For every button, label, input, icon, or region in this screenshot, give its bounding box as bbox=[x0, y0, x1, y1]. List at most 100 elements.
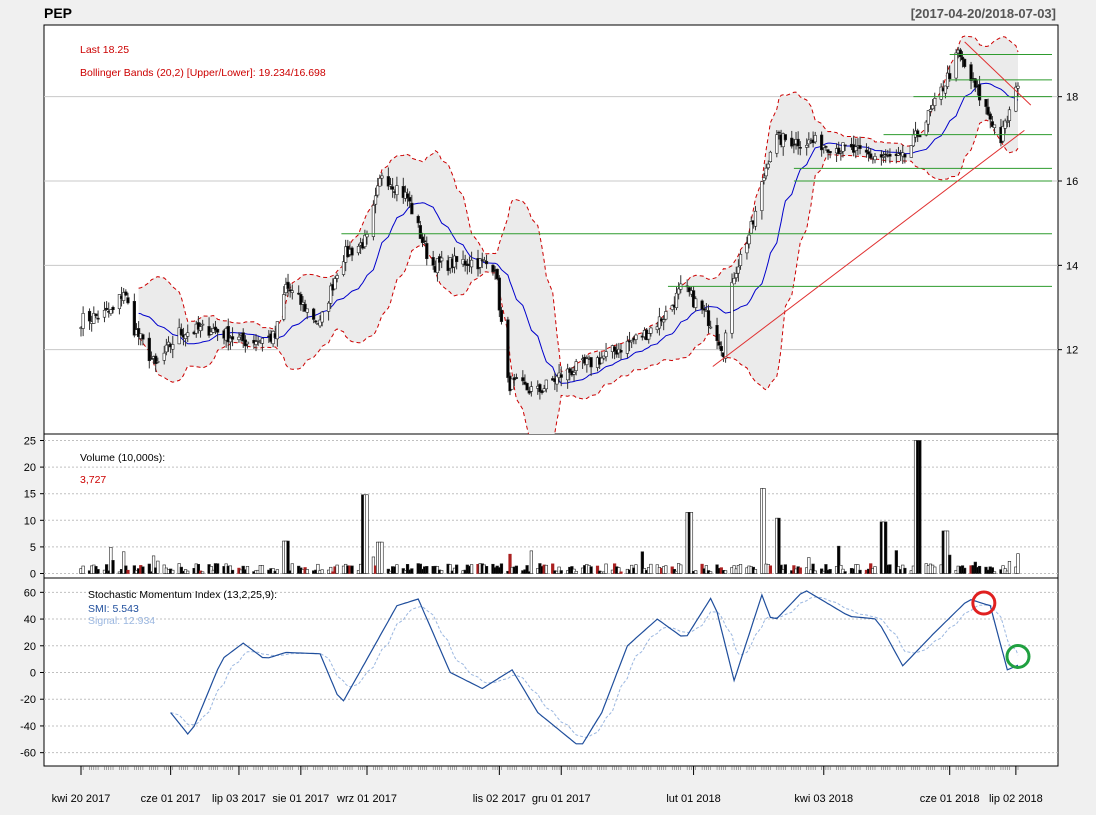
candle-body bbox=[766, 163, 770, 169]
x-tick-label: kwi 03 2018 bbox=[794, 793, 853, 805]
candle-body bbox=[745, 243, 749, 254]
candle-body bbox=[305, 308, 309, 313]
candle-body bbox=[574, 361, 578, 371]
candle-body bbox=[839, 151, 843, 154]
candle-body bbox=[926, 110, 930, 125]
bbands-label: Bollinger Bands (20,2) [Upper/Lower]: 19… bbox=[80, 67, 326, 79]
volume-bar bbox=[469, 564, 474, 574]
candle-body bbox=[612, 346, 617, 352]
chart-date-range: [2017-04-20/2018-07-03] bbox=[911, 6, 1056, 21]
candle-body bbox=[1001, 126, 1005, 142]
volume-bar bbox=[649, 563, 653, 574]
candle-body bbox=[166, 341, 171, 345]
volume-bar bbox=[783, 564, 787, 574]
candle-body bbox=[207, 326, 211, 336]
candle-body bbox=[924, 121, 928, 136]
volume-bar bbox=[595, 565, 600, 574]
candle-body bbox=[290, 290, 294, 293]
candle-body bbox=[241, 332, 245, 342]
volume-y-tick-label: 25 bbox=[24, 436, 36, 448]
candle-body bbox=[674, 292, 679, 309]
volume-bar bbox=[395, 564, 399, 574]
candle-body bbox=[960, 56, 965, 61]
candle-body bbox=[478, 258, 482, 268]
candle-body bbox=[990, 121, 994, 127]
volume-bar bbox=[873, 566, 877, 574]
volume-bar bbox=[837, 545, 841, 574]
candle-body bbox=[824, 146, 828, 148]
volume-bar bbox=[455, 564, 459, 574]
candle-body bbox=[732, 278, 736, 285]
candle-body bbox=[775, 134, 779, 154]
volume-bar bbox=[948, 554, 952, 574]
volume-y-tick-label: 5 bbox=[30, 542, 36, 554]
candle-body bbox=[730, 282, 734, 334]
smi-layer bbox=[170, 590, 1031, 745]
volume-bar bbox=[604, 563, 608, 574]
candle-body bbox=[715, 325, 719, 341]
candle-body bbox=[542, 388, 546, 392]
candle-body bbox=[916, 130, 920, 137]
candle-body bbox=[94, 313, 98, 317]
volume-bar bbox=[990, 567, 994, 574]
volume-bar bbox=[151, 555, 156, 574]
candle-body bbox=[484, 260, 489, 265]
candle-body bbox=[147, 337, 151, 362]
volume-bar bbox=[410, 568, 414, 574]
axis-layer: 12 14 16 18 0 5 10 15 20 25 -60 -40 -20 0 20 40 60 kwi 20… bbox=[20, 92, 1078, 805]
candle-body bbox=[866, 151, 871, 155]
volume-bar bbox=[856, 564, 860, 574]
chart-symbol: PEP bbox=[44, 5, 72, 21]
x-tick-label: lip 03 2017 bbox=[212, 793, 266, 805]
candle-body bbox=[81, 313, 85, 329]
volume-bar bbox=[425, 566, 429, 574]
price-y-tick-label: 18 bbox=[1066, 92, 1078, 104]
candle-body bbox=[619, 349, 623, 353]
candle-body bbox=[499, 309, 504, 322]
candle-body bbox=[111, 306, 115, 311]
candle-body bbox=[196, 322, 200, 330]
candle-body bbox=[790, 137, 794, 147]
candle-body bbox=[87, 310, 92, 322]
volume-bar bbox=[589, 566, 593, 574]
candle-body bbox=[805, 144, 809, 148]
candle-body bbox=[495, 268, 499, 280]
volume-bar bbox=[894, 550, 898, 574]
smi-y-tick-label: -40 bbox=[20, 721, 36, 733]
candle-body bbox=[380, 175, 384, 179]
candle-body bbox=[386, 176, 390, 187]
smi-y-tick-label: 20 bbox=[24, 641, 36, 653]
candle-body bbox=[986, 106, 990, 115]
candle-body bbox=[299, 294, 303, 305]
candle-body bbox=[544, 379, 548, 390]
candle-body bbox=[879, 154, 883, 158]
candle-body bbox=[873, 156, 877, 161]
candle-body bbox=[600, 357, 604, 364]
volume-bar bbox=[275, 569, 279, 574]
volume-bar bbox=[807, 557, 811, 574]
volume-bar bbox=[228, 565, 233, 574]
candle-body bbox=[903, 153, 907, 158]
candle-body bbox=[371, 205, 376, 237]
volume-bar bbox=[418, 563, 422, 574]
smi-line bbox=[170, 590, 1019, 745]
candle-body bbox=[288, 289, 292, 292]
candle-body bbox=[228, 337, 233, 343]
candle-body bbox=[837, 147, 841, 155]
volume-bar bbox=[499, 563, 504, 574]
candle-body bbox=[796, 138, 800, 147]
candle-body bbox=[1005, 121, 1009, 123]
candle-body bbox=[527, 390, 531, 394]
volume-bar bbox=[813, 570, 817, 574]
candle-body bbox=[303, 303, 307, 312]
candle-body bbox=[954, 52, 958, 79]
candle-body bbox=[491, 264, 495, 273]
volume-bar bbox=[888, 564, 892, 574]
volume-bar bbox=[1016, 553, 1020, 574]
candle-body bbox=[747, 234, 751, 245]
candle-body bbox=[555, 375, 559, 385]
candle-body bbox=[529, 386, 533, 392]
candle-body bbox=[245, 341, 250, 345]
volume-bar bbox=[824, 564, 828, 574]
volume-bar bbox=[992, 571, 997, 574]
